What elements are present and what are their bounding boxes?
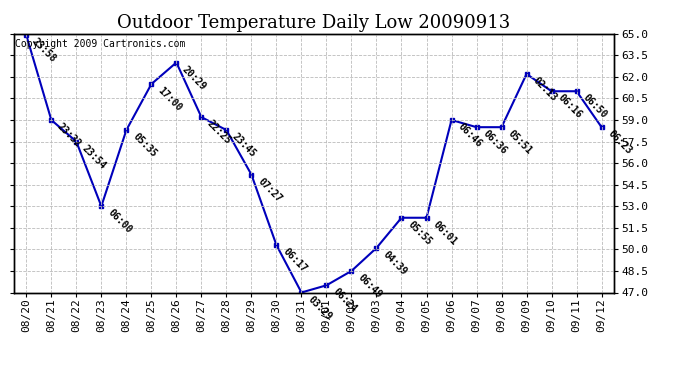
Text: 06:16: 06:16 xyxy=(555,93,584,120)
Text: Copyright 2009 Cartronics.com: Copyright 2009 Cartronics.com xyxy=(15,39,186,49)
Text: 23:32: 23:32 xyxy=(55,122,83,149)
Text: 06:50: 06:50 xyxy=(581,93,609,120)
Text: 06:00: 06:00 xyxy=(106,208,133,236)
Text: 02:13: 02:13 xyxy=(531,75,559,103)
Text: 23:58: 23:58 xyxy=(30,37,59,64)
Text: 06:46: 06:46 xyxy=(455,122,484,149)
Text: 23:45: 23:45 xyxy=(230,132,259,159)
Title: Outdoor Temperature Daily Low 20090913: Outdoor Temperature Daily Low 20090913 xyxy=(117,14,511,32)
Text: 22:25: 22:25 xyxy=(206,118,233,146)
Text: 06:24: 06:24 xyxy=(331,287,359,315)
Text: 17:00: 17:00 xyxy=(155,86,184,113)
Text: 05:35: 05:35 xyxy=(130,132,159,159)
Text: 06:01: 06:01 xyxy=(431,219,459,247)
Text: 07:27: 07:27 xyxy=(255,176,284,204)
Text: 06:23: 06:23 xyxy=(606,129,633,156)
Text: 03:29: 03:29 xyxy=(306,294,333,322)
Text: 23:54: 23:54 xyxy=(81,143,108,171)
Text: 04:39: 04:39 xyxy=(381,249,408,277)
Text: 05:55: 05:55 xyxy=(406,219,433,247)
Text: 06:36: 06:36 xyxy=(481,129,509,156)
Text: 06:17: 06:17 xyxy=(281,246,308,274)
Text: 20:29: 20:29 xyxy=(181,64,208,92)
Text: 06:49: 06:49 xyxy=(355,272,384,300)
Text: 05:51: 05:51 xyxy=(506,129,533,156)
